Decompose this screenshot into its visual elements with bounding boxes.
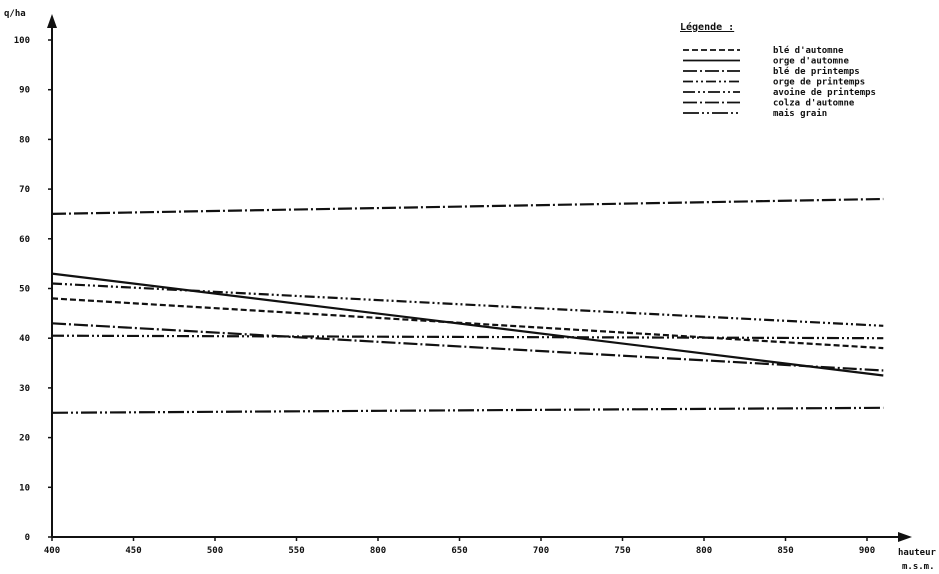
series-line-0 (51, 297, 884, 350)
legend-label-5: colza d'automne (773, 99, 855, 109)
x-tick-label: 650 (451, 546, 467, 556)
legend-label-4: avoine de printemps (773, 87, 876, 98)
series-lines (51, 197, 884, 414)
x-axis-arrow (898, 532, 912, 542)
x-tick-label: 800 (370, 546, 386, 556)
y-axis-unit: q/ha (4, 9, 26, 19)
x-tick-label: 550 (288, 546, 304, 556)
x-tick-label: 450 (125, 546, 141, 556)
y-ticks: 0 10 20 30 40 50 60 70 80 90 100 (14, 36, 52, 543)
y-tick-label: 50 (19, 285, 30, 295)
y-tick-label: 30 (19, 384, 30, 394)
x-axis-label-line2: m.s.m. (902, 562, 935, 572)
legend-label-1: orge d'automne (773, 57, 849, 67)
series-line-2 (51, 322, 884, 372)
series-line-6 (51, 406, 884, 414)
y-tick-label: 20 (19, 434, 30, 444)
x-tick-label: 500 (207, 546, 223, 556)
x-tick-label: 800 (696, 546, 712, 556)
x-ticks: 400 450 500 550 800 650 700 750 800 850 900 (44, 537, 875, 556)
x-tick-label: 900 (859, 546, 875, 556)
x-tick-label: 400 (44, 546, 60, 556)
axes: q/ha hauteur m.s.m. (4, 9, 937, 572)
y-tick-label: 90 (19, 86, 30, 96)
x-tick-label: 850 (777, 546, 793, 556)
y-tick-label: 80 (19, 135, 30, 145)
legend-label-0: blé d'automne (773, 45, 844, 56)
series-line-4 (51, 334, 884, 340)
series-line-3 (51, 282, 884, 327)
x-tick-label: 700 (533, 546, 549, 556)
x-tick-label: 750 (614, 546, 630, 556)
series-line-5 (51, 197, 884, 215)
legend-label-2: blé de printemps (773, 66, 860, 77)
y-axis-arrow (47, 14, 57, 28)
legend-label-3: orge de printemps (773, 77, 865, 88)
legend-label-6: mais grain (773, 108, 827, 119)
legend-title: Légende : (680, 21, 734, 33)
y-tick-label: 40 (19, 334, 30, 344)
y-tick-label: 10 (19, 483, 30, 493)
x-axis-label: hauteur (898, 548, 937, 558)
y-tick-label: 100 (14, 36, 30, 46)
y-tick-label: 70 (19, 185, 30, 195)
y-tick-label: 0 (25, 533, 30, 543)
y-tick-label: 60 (19, 235, 30, 245)
